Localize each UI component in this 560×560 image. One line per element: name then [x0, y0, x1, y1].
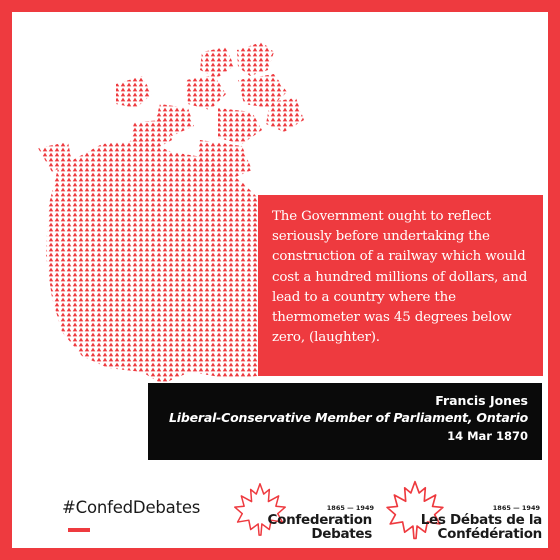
hashtag-underline	[68, 528, 90, 532]
quote-text: The Government ought to reflect seriousl…	[272, 209, 528, 346]
speaker-role: Liberal-Conservative Member of Parliamen…	[169, 410, 528, 425]
logo-en-years: 1865 — 1949	[326, 504, 374, 512]
logo-en-line1: Confederation	[267, 512, 373, 528]
quote-box: The Government ought to reflect seriousl…	[258, 195, 543, 376]
maple-leaf-outline-icon	[234, 483, 286, 536]
speaker-name: Francis Jones	[435, 393, 528, 408]
hashtag: #ConfedDebates	[62, 498, 201, 517]
logo-en-line2: Debates	[311, 526, 372, 542]
speech-date: 14 Mar 1870	[447, 429, 528, 443]
maple-leaf-outline-icon	[386, 480, 444, 540]
logo-fr-line1: Les Débats de la	[420, 512, 543, 528]
attribution-box: Francis Jones Liberal-Conservative Membe…	[148, 383, 542, 460]
canada-map-illustration	[38, 42, 304, 384]
logo-fr-line2: Confédération	[437, 526, 543, 542]
logo-fr-years: 1865 — 1949	[492, 504, 540, 512]
